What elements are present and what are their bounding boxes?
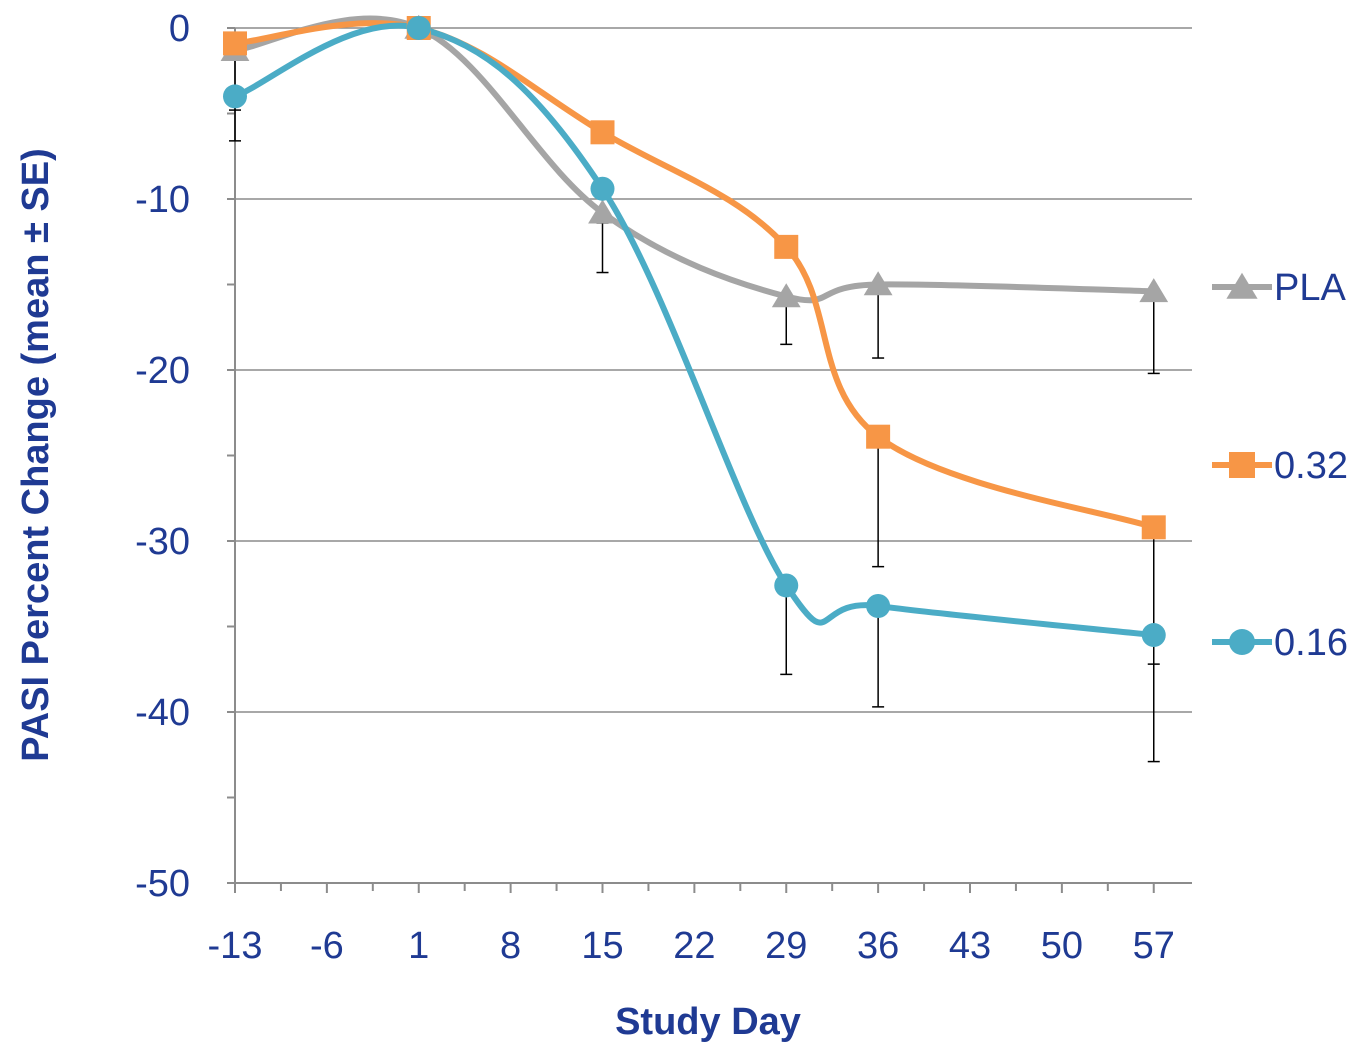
data-point-pla [1139, 278, 1169, 303]
legend-label-pla: PLA [1274, 267, 1346, 309]
series-line-016 [232, 22, 1157, 639]
legend-label-032: 0.32 [1274, 445, 1348, 487]
y-tick-label: -40 [135, 692, 190, 734]
tick-labels: 0 -10 -20 -30 -40 -50 -13 -6 1 8 15 22 29 36 43 50 57 [135, 8, 1175, 967]
x-tick-label: 22 [673, 925, 715, 967]
y-tick-label: -30 [135, 521, 190, 563]
data-point-pla [588, 199, 617, 224]
legend-label-016: 0.16 [1274, 622, 1348, 664]
y-axis-title: PASI Percent Change (mean ± SE) [15, 148, 57, 762]
data-point-016 [223, 84, 247, 109]
legend-marker-032 [1229, 452, 1255, 478]
gridlines [235, 27, 1192, 713]
x-tick-label: 43 [949, 925, 991, 967]
x-axis-title: Study Day [615, 1001, 801, 1043]
x-tick-label: 15 [581, 925, 623, 967]
data-point-032 [866, 424, 891, 449]
data-point-016 [1141, 623, 1166, 648]
data-point-016 [866, 593, 891, 618]
data-point-pla [771, 283, 801, 308]
data-point-016 [590, 176, 615, 201]
data-point-032 [590, 120, 615, 145]
error-bars [229, 50, 1160, 763]
y-tick-label: -50 [135, 863, 190, 905]
x-tick-label: 50 [1041, 925, 1083, 967]
data-point-032 [774, 234, 799, 259]
x-tick-label: -6 [310, 925, 344, 967]
x-tick-label: 29 [765, 925, 807, 967]
x-tick-label: 57 [1133, 925, 1175, 967]
series-line-pla [232, 15, 1157, 304]
y-tick-label: 0 [169, 8, 190, 50]
x-tick-label: -13 [208, 925, 263, 967]
axes [227, 27, 1192, 893]
x-tick-label: 36 [857, 925, 899, 967]
series-markers [220, 14, 1169, 648]
legend: PLA 0.32 0.16 [1212, 267, 1348, 664]
data-point-032 [1141, 515, 1166, 540]
legend-marker-016 [1229, 629, 1255, 655]
y-tick-label: -10 [135, 179, 190, 221]
data-point-pla [863, 271, 893, 296]
data-point-032 [223, 31, 247, 56]
x-tick-label: 8 [500, 925, 521, 967]
series-lines [232, 15, 1157, 639]
y-tick-label: -20 [135, 350, 190, 392]
legend-marker-pla [1226, 272, 1258, 299]
series-line-032 [232, 20, 1157, 531]
data-point-016 [406, 16, 431, 40]
data-point-016 [774, 573, 799, 598]
x-tick-label: 1 [408, 925, 429, 967]
